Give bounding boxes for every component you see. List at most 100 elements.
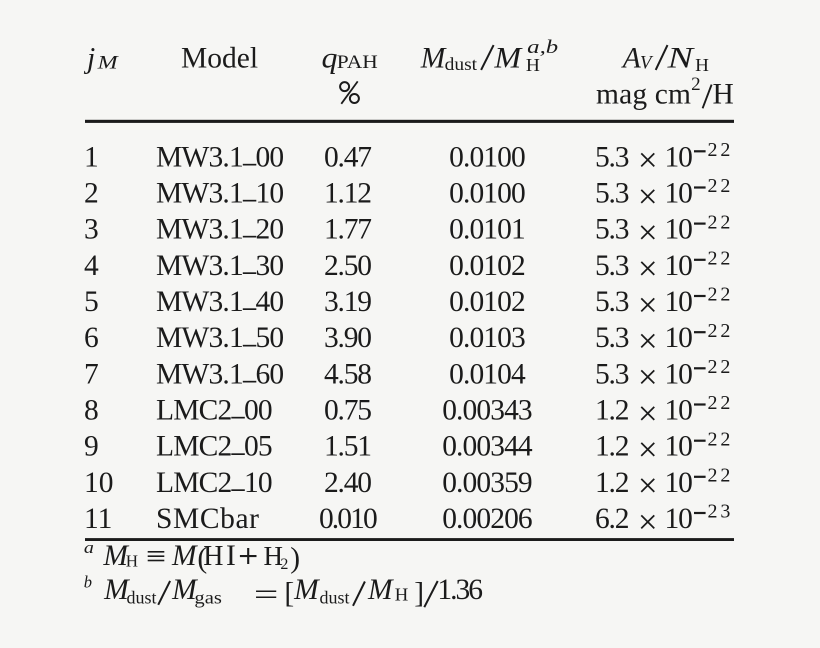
svg-text:MW3.1_10: MW3.1_10 bbox=[156, 168, 283, 209]
svg-text:0.0102: 0.0102 bbox=[449, 250, 525, 282]
svg-text:0.010: 0.010 bbox=[319, 503, 377, 535]
svg-text:MW3.1_20: MW3.1_20 bbox=[156, 204, 283, 245]
svg-text:SMCbar: SMCbar bbox=[156, 503, 260, 535]
svg-text:a,b: a,b bbox=[527, 37, 558, 58]
svg-text:6: 6 bbox=[84, 322, 99, 354]
svg-text:9: 9 bbox=[84, 431, 99, 463]
svg-text:M: M bbox=[96, 53, 119, 74]
svg-text:22: 22 bbox=[708, 392, 734, 414]
svg-text:0.47: 0.47 bbox=[324, 141, 371, 173]
svg-text:0.00343: 0.00343 bbox=[442, 395, 532, 427]
svg-text:V: V bbox=[640, 53, 654, 74]
svg-text:22: 22 bbox=[708, 139, 734, 161]
svg-text:H: H bbox=[203, 541, 223, 572]
svg-text:M: M bbox=[367, 574, 394, 606]
svg-text:M: M bbox=[420, 42, 447, 74]
svg-text:5.3×10: 5.3 × 10 bbox=[595, 177, 692, 216]
svg-text:4.58: 4.58 bbox=[324, 358, 371, 390]
svg-text:H: H bbox=[526, 55, 540, 75]
svg-text:22: 22 bbox=[708, 175, 734, 197]
svg-text:2.50: 2.50 bbox=[324, 250, 371, 282]
svg-text:5.3×10: 5.3 × 10 bbox=[595, 213, 692, 252]
svg-text:j: j bbox=[83, 42, 95, 74]
svg-text:2.40: 2.40 bbox=[324, 467, 371, 499]
svg-text:1.2×10: 1.2 × 10 bbox=[595, 430, 692, 469]
svg-text:22: 22 bbox=[708, 211, 734, 233]
svg-text:0.0100: 0.0100 bbox=[449, 178, 525, 210]
svg-text:MW3.1_30: MW3.1_30 bbox=[156, 240, 283, 281]
svg-text:MW3.1_00: MW3.1_00 bbox=[156, 132, 283, 173]
svg-text:M: M bbox=[171, 574, 198, 606]
svg-text:0.0103: 0.0103 bbox=[449, 322, 525, 354]
svg-text:5.3×10: 5.3 × 10 bbox=[595, 285, 692, 324]
svg-text:M: M bbox=[102, 540, 129, 572]
svg-text:PAH: PAH bbox=[337, 52, 378, 73]
svg-text:0.00206: 0.00206 bbox=[442, 503, 532, 535]
svg-text:[: [ bbox=[284, 578, 294, 610]
svg-text:(: ( bbox=[197, 542, 207, 574]
svg-text:1.77: 1.77 bbox=[324, 214, 371, 246]
svg-text:b: b bbox=[84, 572, 92, 591]
svg-text:MW3.1_40: MW3.1_40 bbox=[156, 277, 283, 318]
svg-text:5.3×10: 5.3 × 10 bbox=[595, 249, 692, 288]
svg-text:H: H bbox=[264, 541, 284, 571]
svg-text:0.0100: 0.0100 bbox=[449, 141, 525, 173]
svg-text:]: ] bbox=[414, 578, 424, 610]
svg-text:11: 11 bbox=[84, 503, 112, 535]
svg-text:mag cm2: mag cm2 bbox=[596, 74, 701, 110]
svg-text:H: H bbox=[395, 584, 409, 604]
svg-text:A: A bbox=[621, 42, 642, 74]
svg-text:0.75: 0.75 bbox=[324, 395, 371, 427]
svg-text:1.2×10: 1.2 × 10 bbox=[595, 394, 692, 433]
svg-text:23: 23 bbox=[708, 501, 734, 523]
svg-text:22: 22 bbox=[708, 428, 734, 450]
svg-text:N: N bbox=[666, 42, 696, 74]
svg-text:H: H bbox=[713, 78, 734, 110]
svg-text:7: 7 bbox=[84, 358, 99, 390]
svg-text:1.2×10: 1.2 × 10 bbox=[595, 466, 692, 505]
svg-text:10: 10 bbox=[84, 467, 114, 499]
svg-text:2: 2 bbox=[84, 178, 99, 210]
svg-text:22: 22 bbox=[708, 356, 734, 378]
svg-text:3.90: 3.90 bbox=[324, 322, 371, 354]
svg-text:3.19: 3.19 bbox=[324, 286, 371, 318]
svg-text:LMC2_00: LMC2_00 bbox=[156, 385, 272, 426]
svg-text:dust: dust bbox=[445, 54, 478, 74]
svg-text:5.3×10: 5.3 × 10 bbox=[595, 141, 692, 180]
svg-text:I: I bbox=[226, 540, 236, 572]
svg-text:5.3×10: 5.3 × 10 bbox=[595, 322, 692, 361]
svg-text:0.00359: 0.00359 bbox=[442, 467, 532, 499]
svg-text:dust: dust bbox=[127, 588, 157, 608]
svg-text:5.3×10: 5.3 × 10 bbox=[595, 358, 692, 397]
svg-text:=: = bbox=[254, 579, 279, 611]
svg-text:1: 1 bbox=[84, 141, 99, 173]
svg-text:0.00344: 0.00344 bbox=[442, 431, 533, 463]
svg-text:H: H bbox=[695, 55, 709, 75]
svg-text:4: 4 bbox=[84, 250, 99, 282]
svg-text:a: a bbox=[84, 538, 94, 557]
svg-text:0.0102: 0.0102 bbox=[449, 286, 525, 318]
svg-text:): ) bbox=[290, 542, 300, 574]
svg-text:MW3.1_60: MW3.1_60 bbox=[156, 349, 283, 390]
svg-text:LMC2_10: LMC2_10 bbox=[156, 457, 272, 498]
svg-text:LMC2_05: LMC2_05 bbox=[156, 421, 272, 462]
svg-text:1.12: 1.12 bbox=[324, 178, 371, 210]
svg-text:22: 22 bbox=[708, 320, 734, 342]
svg-text:H: H bbox=[126, 551, 138, 570]
svg-text:0.0101: 0.0101 bbox=[449, 214, 525, 246]
svg-text:22: 22 bbox=[708, 284, 734, 306]
svg-text:MW3.1_50: MW3.1_50 bbox=[156, 313, 283, 354]
svg-text:M: M bbox=[103, 574, 130, 606]
svg-text:gas: gas bbox=[194, 587, 222, 607]
svg-text:8: 8 bbox=[84, 395, 99, 427]
svg-text:Model: Model bbox=[181, 42, 258, 74]
svg-text:1.51: 1.51 bbox=[324, 431, 371, 463]
svg-text:dust: dust bbox=[320, 588, 350, 608]
svg-text:M: M bbox=[293, 574, 320, 606]
svg-text:M: M bbox=[171, 540, 198, 572]
svg-text:22: 22 bbox=[708, 248, 734, 270]
svg-text:6.2×10: 6.2 × 10 bbox=[595, 502, 692, 541]
svg-text:0.0104: 0.0104 bbox=[449, 358, 526, 390]
svg-text:1.36: 1.36 bbox=[437, 574, 482, 606]
svg-text:22: 22 bbox=[708, 465, 734, 487]
